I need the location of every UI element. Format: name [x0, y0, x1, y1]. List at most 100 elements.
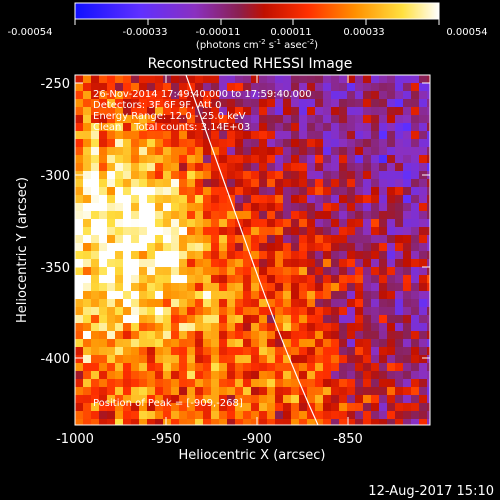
image-pixel — [283, 99, 291, 107]
image-pixel — [259, 395, 267, 403]
image-pixel — [75, 163, 83, 171]
image-pixel — [203, 155, 211, 163]
image-pixel — [123, 411, 131, 419]
image-pixel — [235, 163, 243, 171]
image-pixel — [315, 307, 323, 315]
image-pixel — [179, 363, 187, 371]
image-pixel — [307, 219, 315, 227]
image-pixel — [307, 419, 315, 425]
image-pixel — [187, 139, 195, 147]
image-pixel — [243, 91, 251, 99]
image-pixel — [323, 339, 331, 347]
solar-limb — [185, 75, 319, 425]
image-pixel — [99, 347, 107, 355]
image-pixel — [75, 235, 83, 243]
image-pixel — [251, 315, 259, 323]
image-pixel — [331, 403, 339, 411]
image-pixel — [83, 395, 91, 403]
image-pixel — [187, 115, 195, 123]
image-pixel — [411, 179, 419, 187]
image-pixel — [291, 411, 299, 419]
image-pixel — [379, 363, 387, 371]
image-pixel — [131, 83, 139, 91]
image-pixel — [243, 155, 251, 163]
image-pixel — [171, 171, 179, 179]
image-pixel — [83, 139, 91, 147]
pixel-grid — [75, 75, 430, 425]
image-pixel — [155, 107, 163, 115]
image-pixel — [275, 227, 283, 235]
image-pixel — [275, 115, 283, 123]
image-pixel — [363, 107, 371, 115]
image-pixel — [315, 171, 323, 179]
image-pixel — [411, 323, 419, 331]
image-pixel — [155, 227, 163, 235]
image-pixel — [171, 339, 179, 347]
image-pixel — [211, 91, 219, 99]
image-pixel — [107, 299, 115, 307]
image-pixel — [131, 235, 139, 243]
image-pixel — [195, 227, 203, 235]
image-pixel — [299, 219, 307, 227]
image-pixel — [155, 211, 163, 219]
image-pixel — [195, 155, 203, 163]
image-pixel — [179, 211, 187, 219]
image-pixel — [339, 411, 347, 419]
image-pixel — [243, 371, 251, 379]
image-pixel — [115, 195, 123, 203]
image-pixel — [323, 163, 331, 171]
image-pixel — [347, 75, 355, 83]
image-pixel — [411, 355, 419, 363]
image-pixel — [219, 323, 227, 331]
image-pixel — [211, 83, 219, 91]
image-pixel — [75, 403, 83, 411]
image-pixel — [363, 307, 371, 315]
image-pixel — [419, 403, 427, 411]
image-pixel — [227, 131, 235, 139]
image-pixel — [195, 163, 203, 171]
y-tick-label: -400 — [40, 352, 70, 367]
image-pixel — [419, 99, 427, 107]
image-pixel — [267, 187, 275, 195]
image-pixel — [107, 211, 115, 219]
image-pixel — [275, 267, 283, 275]
image-pixel — [123, 331, 131, 339]
image-pixel — [219, 139, 227, 147]
image-pixel — [363, 155, 371, 163]
image-pixel — [323, 107, 331, 115]
image-pixel — [331, 107, 339, 115]
image-pixel — [203, 339, 211, 347]
image-pixel — [299, 147, 307, 155]
image-pixel — [387, 171, 395, 179]
image-pixel — [339, 291, 347, 299]
image-pixel — [203, 419, 211, 425]
image-pixel — [91, 227, 99, 235]
image-pixel — [139, 123, 147, 131]
image-pixel — [171, 75, 179, 83]
image-pixel — [411, 331, 419, 339]
image-pixel — [291, 187, 299, 195]
image-pixel — [411, 387, 419, 395]
image-pixel — [427, 347, 430, 355]
image-pixel — [171, 323, 179, 331]
image-pixel — [211, 195, 219, 203]
image-pixel — [291, 387, 299, 395]
image-pixel — [355, 115, 363, 123]
image-pixel — [139, 139, 147, 147]
image-pixel — [387, 411, 395, 419]
image-pixel — [403, 379, 411, 387]
image-pixel — [283, 395, 291, 403]
image-pixel — [315, 371, 323, 379]
image-pixel — [83, 339, 91, 347]
image-pixel — [227, 363, 235, 371]
image-pixel — [83, 299, 91, 307]
image-pixel — [251, 83, 259, 91]
image-pixel — [419, 131, 427, 139]
image-pixel — [363, 91, 371, 99]
image-pixel — [395, 395, 403, 403]
image-pixel — [243, 363, 251, 371]
image-pixel — [315, 243, 323, 251]
image-pixel — [115, 243, 123, 251]
image-pixel — [179, 267, 187, 275]
image-pixel — [91, 419, 99, 425]
